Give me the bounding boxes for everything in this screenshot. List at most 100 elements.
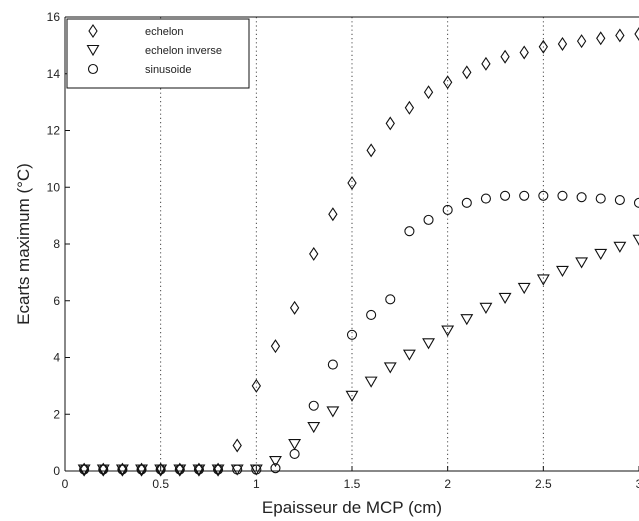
x-tick-label: 1.5	[344, 477, 361, 491]
data-point-circle	[404, 226, 415, 237]
legend-label: sinusoide	[145, 64, 191, 76]
data-point-diamond	[289, 300, 300, 315]
data-point-circle	[136, 464, 147, 475]
data-point-triangle-down	[441, 325, 455, 337]
data-point-diamond	[500, 49, 510, 64]
data-point-triangle-down	[269, 456, 282, 468]
data-point-diamond	[423, 85, 434, 100]
data-series	[77, 27, 639, 477]
data-point-circle	[232, 464, 243, 475]
x-tick-label: 3	[636, 477, 639, 491]
data-point-triangle-down	[479, 302, 493, 314]
data-point-circle	[308, 400, 319, 411]
data-point-triangle-down	[536, 274, 550, 286]
data-point-diamond	[385, 116, 395, 131]
data-point-diamond	[634, 27, 639, 42]
data-point-circle	[576, 192, 587, 203]
data-point-triangle-down	[632, 234, 639, 246]
data-point-diamond	[481, 56, 491, 71]
data-point-triangle-down	[575, 257, 589, 269]
data-point-diamond	[576, 34, 587, 49]
x-tick-label: 0.5	[152, 477, 169, 491]
data-point-diamond	[404, 100, 415, 115]
data-point-circle	[155, 464, 166, 475]
data-point-triangle-down	[594, 248, 608, 261]
data-point-circle	[595, 193, 606, 204]
data-point-triangle-down	[326, 406, 340, 418]
y-tick-label: 10	[47, 180, 61, 194]
data-point-triangle-down	[498, 292, 512, 305]
data-point-circle	[614, 194, 625, 206]
data-point-circle	[327, 359, 338, 370]
y-tick-label: 4	[53, 351, 60, 365]
data-point-triangle-down	[307, 421, 321, 434]
data-point-circle	[442, 204, 453, 215]
data-point-diamond	[538, 39, 548, 54]
data-point-diamond	[366, 143, 376, 158]
x-tick-label: 1	[253, 477, 260, 491]
legend-marker-diamond	[88, 24, 98, 38]
data-point-diamond	[443, 75, 453, 90]
data-point-circle	[557, 190, 568, 201]
data-point-circle	[480, 193, 491, 204]
data-point-triangle-down	[460, 314, 474, 326]
legend: echelon echelon inverse sinusoide	[66, 18, 250, 89]
y-tick-label: 16	[47, 10, 61, 24]
data-point-diamond	[347, 176, 357, 190]
x-axis-label: Epaisseur de MCP (cm)	[262, 498, 442, 517]
data-point-circle	[633, 197, 639, 208]
data-point-circle	[213, 464, 224, 475]
data-point-circle	[385, 294, 396, 305]
x-tick-label: 2.5	[535, 477, 552, 491]
data-point-circle	[174, 464, 185, 475]
data-point-triangle-down	[402, 349, 416, 361]
data-point-triangle-down	[556, 265, 569, 278]
legend-label: echelon inverse	[145, 45, 222, 57]
data-point-circle	[117, 464, 128, 475]
data-point-circle	[519, 190, 530, 201]
series-triangle-down	[77, 234, 639, 476]
data-point-circle	[500, 190, 511, 201]
data-point-triangle-down	[345, 390, 359, 402]
y-tick-label: 0	[53, 464, 60, 478]
data-point-diamond	[328, 207, 338, 222]
data-point-triangle-down	[517, 282, 531, 295]
data-point-diamond	[232, 438, 242, 453]
y-tick-label: 14	[47, 67, 61, 81]
y-tick-label: 2	[53, 407, 60, 421]
data-point-circle	[270, 463, 281, 474]
legend-marker-triangle-down	[86, 44, 100, 57]
vertical-grid	[160, 17, 544, 471]
legend-box	[66, 18, 250, 89]
y-tick-label: 6	[53, 294, 60, 308]
data-point-diamond	[462, 65, 472, 80]
y-axis-ticks: 0 2 4 6 8 10 12 14 16	[47, 10, 70, 478]
data-point-circle	[538, 190, 549, 201]
data-point-circle	[461, 197, 472, 208]
legend-label: echelon	[145, 26, 184, 38]
data-point-triangle-down	[383, 362, 397, 374]
data-point-triangle-down	[288, 438, 302, 451]
y-tick-label: 12	[47, 124, 61, 138]
legend-marker-circle	[87, 63, 99, 75]
data-point-circle	[79, 464, 90, 475]
data-point-diamond	[309, 246, 319, 261]
data-point-triangle-down	[422, 338, 435, 350]
y-axis-label: Ecarts maximum (°C)	[14, 163, 33, 325]
x-tick-label: 0	[62, 477, 69, 491]
data-point-circle	[366, 309, 377, 320]
x-axis-ticks: 0 0.5 1 1.5 2 2.5 3	[62, 466, 639, 491]
data-point-circle	[98, 464, 109, 475]
data-point-diamond	[557, 36, 568, 51]
x-tick-label: 2	[444, 477, 451, 491]
data-point-diamond	[251, 378, 261, 393]
data-point-triangle-down	[364, 376, 378, 388]
y-tick-label: 8	[53, 237, 60, 251]
data-point-triangle-down	[613, 241, 627, 253]
data-point-circle	[346, 329, 358, 340]
data-point-diamond	[615, 28, 625, 43]
data-point-diamond	[270, 339, 281, 354]
data-point-diamond	[596, 31, 606, 46]
series-circle	[79, 190, 639, 475]
